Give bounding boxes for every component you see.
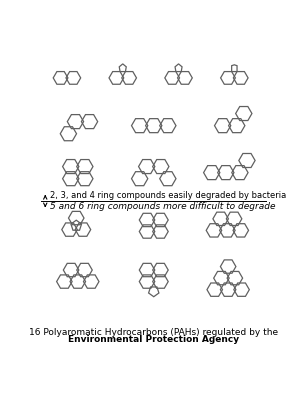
Text: Environmental Protection Agency: Environmental Protection Agency <box>68 335 239 344</box>
Text: 5 and 6 ring compounds more difficult to degrade: 5 and 6 ring compounds more difficult to… <box>50 202 275 211</box>
Text: 2, 3, and 4 ring compounds easily degraded by bacteria: 2, 3, and 4 ring compounds easily degrad… <box>50 191 286 200</box>
Text: 16 Polyaromatic Hydrocarbons (PAHs) regulated by the: 16 Polyaromatic Hydrocarbons (PAHs) regu… <box>29 328 278 336</box>
